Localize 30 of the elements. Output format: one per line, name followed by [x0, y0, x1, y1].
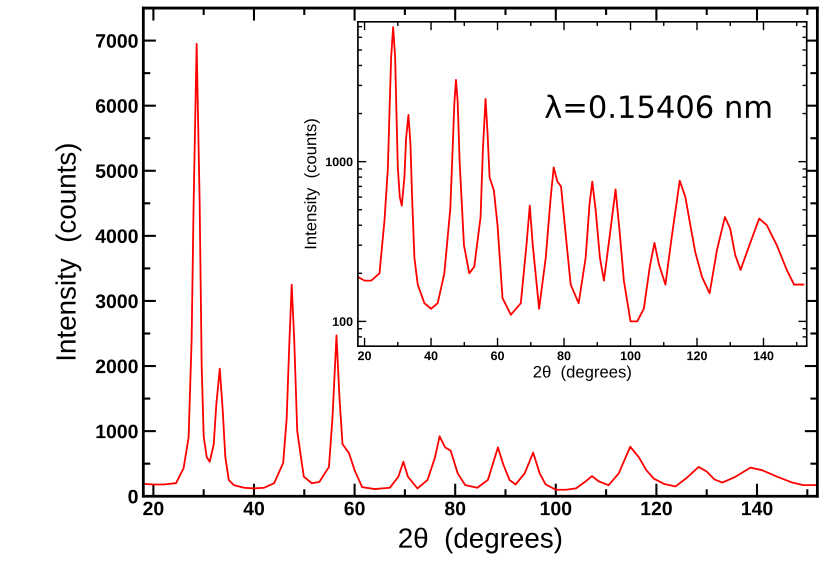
y-tick-label: 0 [128, 490, 138, 504]
x-tick-label: 20 [143, 502, 164, 516]
x-tick-label: 80 [444, 502, 466, 516]
x-tick-label: 140 [754, 351, 774, 360]
y-axis-title: Intensity (counts) [55, 144, 82, 360]
y-tick-label: 4000 [96, 229, 138, 244]
y-axis-title: Intensity (counts) [304, 119, 320, 248]
y-tick-label: 5000 [96, 164, 138, 178]
line-series [358, 26, 804, 322]
annotation: λ=0.15406 nm [545, 94, 770, 118]
x-tick-label: 80 [557, 351, 570, 360]
y-tick-label: 7000 [96, 34, 138, 48]
line-series [143, 42, 818, 491]
y-tick-label: 1000 [326, 157, 353, 166]
x-axis-title: 2θ (degrees) [399, 528, 562, 554]
y-tick-label: 2000 [96, 360, 138, 374]
x-tick-label: 40 [243, 502, 264, 516]
y-tick-label: 6000 [96, 99, 138, 113]
x-tick-label: 100 [620, 351, 640, 360]
x-tick-label: 20 [358, 351, 371, 360]
x-axis-title: 2θ (degrees) [534, 365, 631, 381]
x-tick-label: 120 [641, 502, 672, 516]
x-tick-label: 40 [424, 351, 438, 360]
x-tick-label: 60 [491, 351, 504, 360]
x-tick-label: 60 [344, 502, 365, 516]
x-tick-label: 140 [742, 502, 772, 516]
x-tick-label: 100 [540, 502, 572, 516]
x-tick-label: 120 [687, 351, 707, 360]
y-tick-label: 3000 [96, 294, 138, 308]
y-tick-label: 1000 [96, 424, 138, 438]
